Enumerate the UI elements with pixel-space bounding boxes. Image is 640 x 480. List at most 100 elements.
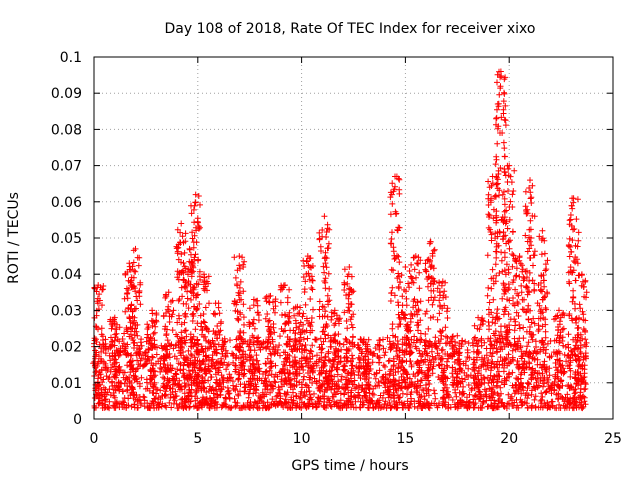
data-point (484, 403, 491, 410)
data-point (495, 368, 502, 375)
data-point (299, 327, 306, 334)
data-point (322, 249, 329, 256)
data-point (200, 311, 207, 317)
data-point (195, 193, 202, 199)
data-point (276, 342, 283, 349)
x-tick-label: 25 (604, 431, 622, 447)
data-point (251, 325, 258, 332)
data-point (211, 400, 218, 407)
data-point (319, 233, 326, 240)
data-point (180, 349, 187, 355)
data-point (394, 352, 401, 359)
data-point (444, 308, 450, 315)
data-point (136, 397, 143, 404)
data-point (201, 271, 207, 278)
data-point (318, 383, 325, 390)
data-point (324, 395, 331, 402)
data-point (284, 340, 291, 347)
data-point (565, 382, 572, 388)
data-point (353, 404, 359, 411)
data-point (432, 395, 439, 402)
data-point (154, 386, 161, 393)
data-point (233, 383, 240, 390)
data-point (232, 307, 239, 314)
data-point (480, 399, 487, 406)
data-point (494, 306, 501, 313)
data-point (303, 257, 310, 264)
data-point (315, 385, 322, 392)
data-point (307, 347, 314, 354)
data-point (134, 365, 141, 372)
data-point (556, 401, 563, 408)
data-point (173, 355, 180, 362)
data-point (385, 394, 392, 401)
data-point (363, 389, 370, 396)
data-point (95, 306, 102, 313)
data-point (464, 347, 471, 353)
y-tick-label: 0 (73, 412, 82, 428)
data-point (134, 332, 141, 339)
data-point (283, 341, 290, 348)
data-point (290, 342, 297, 349)
data-point (185, 381, 192, 388)
data-point (213, 386, 220, 393)
data-point (452, 389, 459, 396)
data-point (193, 227, 200, 234)
data-point (464, 354, 471, 360)
data-point (280, 361, 287, 368)
data-point (578, 271, 585, 278)
data-point (565, 243, 572, 250)
data-point (348, 392, 355, 399)
data-point (203, 356, 210, 363)
data-point (204, 400, 211, 407)
data-point (137, 402, 144, 408)
data-point (239, 335, 245, 342)
data-point (369, 390, 376, 397)
data-point (572, 277, 579, 284)
data-point (521, 399, 528, 406)
data-point (480, 374, 487, 381)
data-point (457, 401, 464, 408)
data-point (366, 399, 372, 406)
data-point (192, 199, 199, 206)
data-point (107, 368, 114, 375)
data-point (302, 301, 309, 308)
data-point (532, 403, 539, 410)
data-point (578, 395, 585, 402)
data-point (305, 364, 312, 370)
data-point (477, 389, 483, 396)
data-point (292, 335, 299, 342)
data-point (268, 385, 275, 392)
data-point (182, 313, 189, 320)
data-point (281, 377, 288, 384)
data-point (131, 328, 138, 335)
data-point (132, 288, 139, 295)
data-point (254, 302, 261, 309)
data-point (421, 396, 428, 403)
data-point (240, 373, 247, 380)
data-point (163, 293, 170, 300)
data-point (209, 356, 216, 363)
data-point (300, 310, 307, 317)
data-point (502, 172, 509, 179)
data-point (478, 342, 485, 349)
data-point (292, 357, 299, 364)
data-point (206, 345, 213, 351)
data-point (147, 334, 154, 341)
data-point (174, 366, 181, 373)
data-point (317, 243, 324, 250)
data-point (237, 309, 244, 316)
data-point (127, 319, 134, 326)
data-point (102, 350, 109, 357)
data-point (272, 362, 279, 369)
data-point (408, 261, 415, 268)
data-point (513, 265, 520, 272)
y-tick-label: 0.06 (51, 195, 82, 211)
data-point (201, 366, 208, 373)
data-point (422, 310, 429, 317)
data-point (170, 393, 177, 400)
data-point (111, 356, 117, 362)
data-point (322, 324, 329, 331)
data-point (495, 397, 502, 404)
data-point (270, 344, 277, 351)
